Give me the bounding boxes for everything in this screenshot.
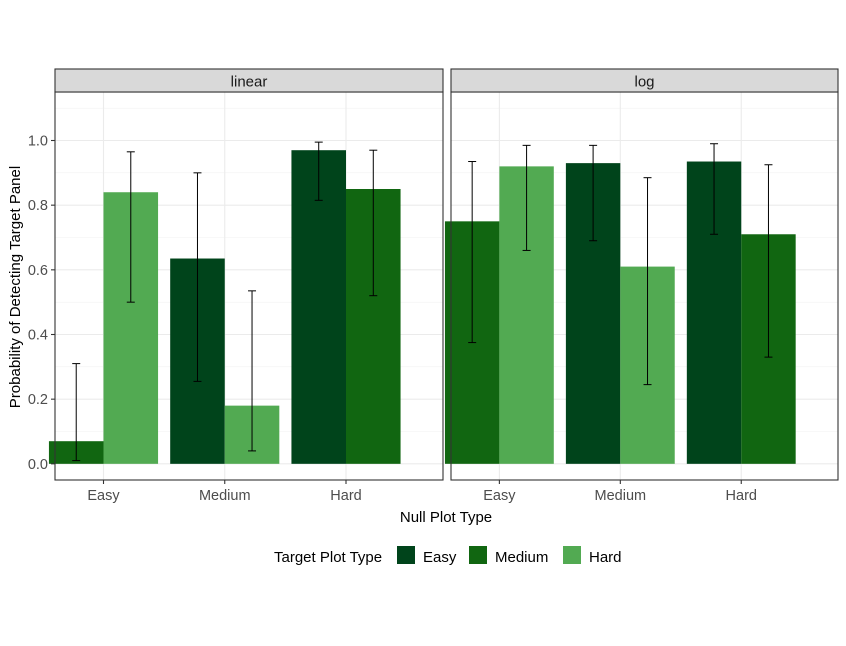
facet-strip-label: log bbox=[634, 74, 654, 91]
y-axis-title: Probability of Detecting Target Panel bbox=[7, 166, 24, 408]
y-tick-label: 0.0 bbox=[28, 457, 48, 473]
y-tick-label: 0.2 bbox=[28, 392, 48, 408]
legend-key-medium bbox=[469, 546, 487, 564]
error-bars bbox=[72, 141, 378, 462]
legend-key-easy bbox=[397, 546, 415, 564]
facet-strip-label: linear bbox=[231, 74, 268, 91]
x-tick-label: Easy bbox=[483, 488, 516, 504]
y-tick-label: 0.4 bbox=[28, 328, 48, 344]
legend: Target Plot Type Easy Medium Hard bbox=[274, 546, 622, 566]
y-tick-label: 0.6 bbox=[28, 263, 48, 279]
y-tick-label: 0.8 bbox=[28, 198, 48, 214]
x-tick-label: Easy bbox=[87, 488, 120, 504]
facet-strip bbox=[450, 68, 839, 93]
y-tick-label: 1.0 bbox=[28, 134, 48, 150]
x-tick-label: Medium bbox=[199, 488, 251, 504]
legend-title: Target Plot Type bbox=[274, 549, 382, 566]
legend-label-easy: Easy bbox=[423, 549, 457, 566]
legend-label-hard: Hard bbox=[589, 549, 622, 566]
error-bars bbox=[468, 143, 773, 386]
panel-log: log Easy Medium Hard bbox=[444, 68, 839, 504]
facet-strip bbox=[54, 68, 444, 93]
x-tick-label: Medium bbox=[595, 488, 647, 504]
x-tick-label: Hard bbox=[330, 488, 361, 504]
legend-key-hard bbox=[563, 546, 581, 564]
bar-hard-easy bbox=[291, 150, 346, 464]
panels-layer: linear Easy Medium Hard 0.0 0.2 0.4 0.6 0.8 1.0 lo… bbox=[28, 68, 839, 504]
x-axis-title: Null Plot Type bbox=[400, 509, 492, 526]
x-tick-label: Hard bbox=[726, 488, 757, 504]
bars bbox=[48, 150, 401, 464]
panel-linear: linear Easy Medium Hard 0.0 0.2 0.4 0.6 0.8 1.0 bbox=[28, 68, 444, 504]
legend-label-medium: Medium bbox=[495, 549, 548, 566]
